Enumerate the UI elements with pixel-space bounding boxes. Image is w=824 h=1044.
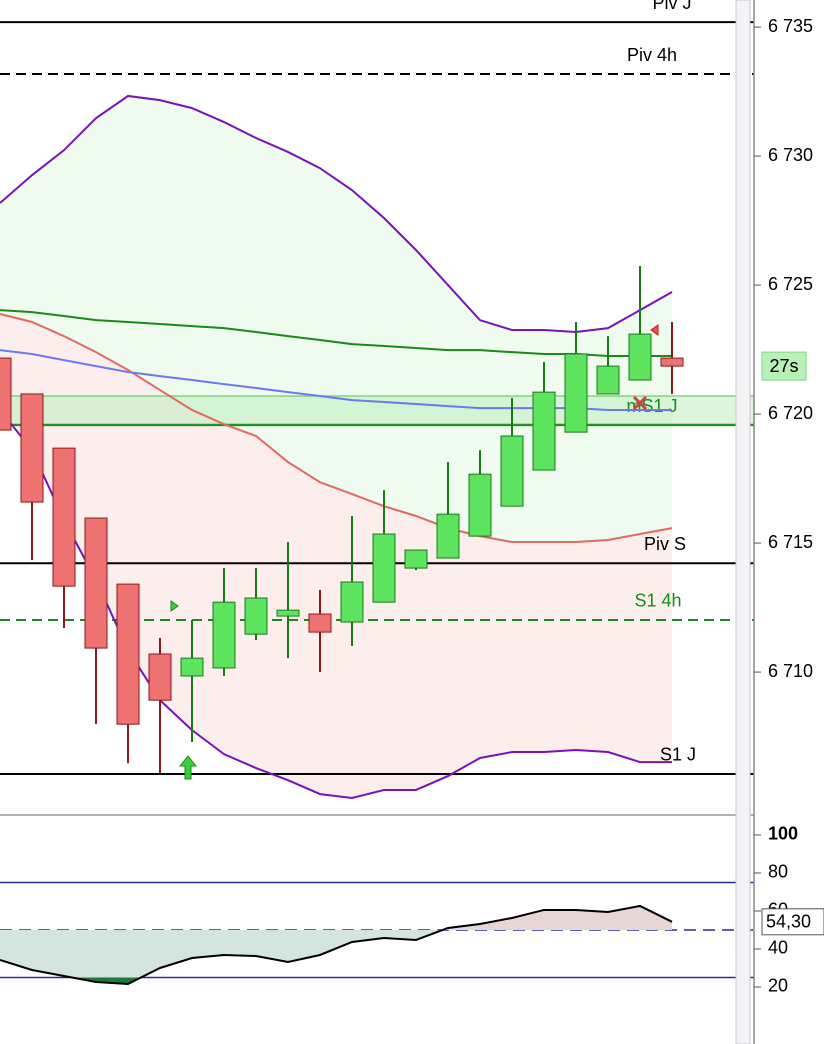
candle-body: [660, 357, 684, 367]
candle-body: [628, 333, 652, 381]
osc-fill-extreme: [72, 977, 141, 984]
osc-fill-above: [0, 905, 672, 930]
candle-body: [52, 447, 76, 587]
candle-body: [20, 393, 44, 503]
y-tick-label: 100: [768, 824, 798, 844]
signals: [170, 324, 659, 780]
osc-line: [0, 904, 673, 985]
level-label: Piv 4h: [627, 45, 677, 65]
candle-body: [212, 601, 236, 669]
value-label: 54,30: [766, 912, 811, 932]
candle-body: [564, 353, 588, 433]
y-tick-label: 6 710: [768, 661, 813, 681]
level-label: S1 J: [660, 745, 696, 765]
countdown: 27s: [769, 356, 798, 376]
indicator-line: [0, 313, 673, 544]
y-tick-label: 6 735: [768, 16, 813, 36]
candle-body: [0, 357, 12, 431]
indicator-line: [0, 409, 672, 799]
indicator-line: [0, 94, 673, 334]
indicator-line: [0, 309, 672, 358]
candle-body: [84, 517, 108, 649]
osc-fill-below: [0, 929, 672, 984]
scrollbar: [735, 0, 751, 1044]
buy-arrow: [178, 755, 198, 780]
y-tick-label: 6 730: [768, 145, 813, 165]
level-label: S1 4h: [634, 591, 681, 611]
candle-body: [148, 653, 172, 701]
value-label-box: [761, 908, 824, 936]
signal-cross: [632, 395, 648, 411]
candle-body: [116, 583, 140, 725]
indicator-line: [0, 349, 672, 411]
y-tick-label: 20: [768, 976, 788, 996]
y-tick-label: 40: [768, 938, 788, 958]
signal-triangle: [170, 600, 179, 612]
candle-body: [404, 549, 428, 569]
y-tick-label: 80: [768, 862, 788, 882]
candle-body: [596, 365, 620, 395]
candle-body: [436, 513, 460, 559]
candle-body: [500, 435, 524, 507]
candle-body: [532, 391, 556, 471]
level-label: Piv J: [652, 0, 691, 13]
signal-triangle: [650, 324, 659, 336]
candle-body: [244, 597, 268, 635]
y-tick-label: 6 715: [768, 532, 813, 552]
candle-body: [340, 581, 364, 623]
candle-body: [276, 609, 300, 617]
oscillator-panel: [0, 814, 754, 985]
y-tick-label: 6 720: [768, 403, 813, 423]
candle-body: [372, 533, 396, 603]
band-fill-upper: [0, 95, 672, 543]
candle-body: [468, 473, 492, 537]
y-tick-label: 6 725: [768, 274, 813, 294]
countdown-box: [761, 351, 807, 381]
candle-body: [180, 657, 204, 677]
level-label: Piv S: [644, 534, 686, 554]
candle-body: [308, 613, 332, 633]
